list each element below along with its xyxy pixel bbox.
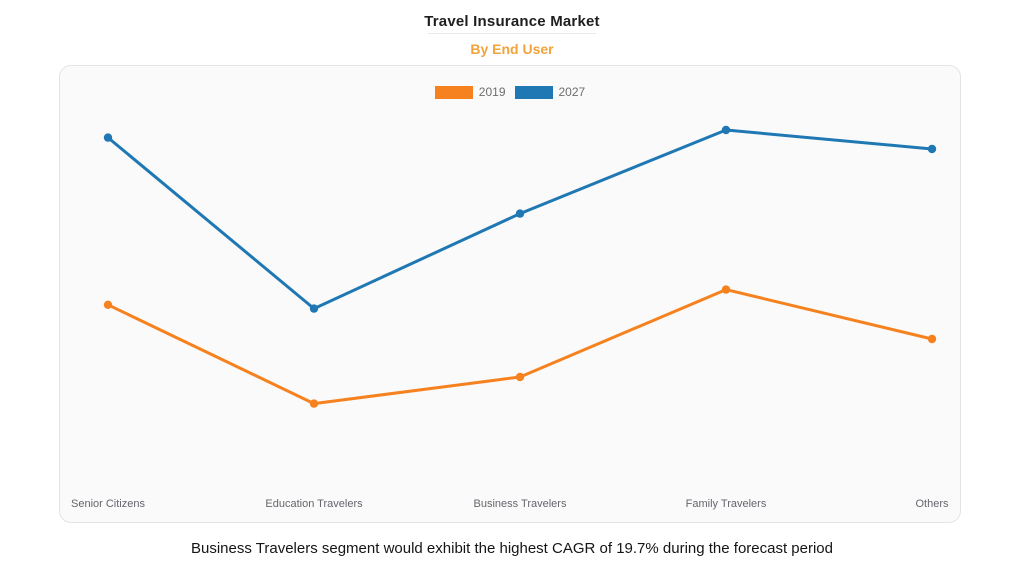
data-point-2019-Senior Citizens[interactable] bbox=[103, 300, 113, 309]
legend-label-2019: 2019 bbox=[478, 85, 506, 99]
data-point-2019-Others[interactable] bbox=[927, 334, 937, 344]
chart-caption: Business Travelers segment would exhibit… bbox=[190, 540, 833, 557]
series-line-2027 bbox=[106, 128, 934, 311]
chart-legend: 2019 2027 bbox=[60, 85, 960, 99]
data-point-2027-Education Travelers[interactable] bbox=[309, 304, 319, 313]
chart-canvas[interactable] bbox=[60, 66, 962, 524]
legend-label-2027: 2027 bbox=[558, 85, 586, 99]
legend-swatch-2019 bbox=[434, 85, 473, 99]
chart-title: Travel Insurance Market bbox=[424, 13, 600, 30]
data-point-2019-Family Travelers[interactable] bbox=[721, 285, 731, 294]
title-divider bbox=[428, 33, 596, 34]
legend-item-2019[interactable]: 2019 bbox=[434, 85, 506, 99]
data-point-2027-Others[interactable] bbox=[927, 144, 937, 154]
data-point-2019-Business Travelers[interactable] bbox=[515, 372, 525, 382]
data-point-2019-Education Travelers[interactable] bbox=[309, 399, 319, 408]
data-point-2027-Business Travelers[interactable] bbox=[515, 209, 525, 218]
chart-panel: 2019 2027 Senior Citizens Education Trave… bbox=[59, 65, 961, 523]
legend-item-2027[interactable]: 2027 bbox=[514, 85, 586, 99]
chart-subtitle: By End User bbox=[470, 41, 554, 57]
data-point-2027-Senior Citizens[interactable] bbox=[103, 133, 113, 142]
data-point-2027-Family Travelers[interactable] bbox=[721, 125, 731, 135]
series-line-2019 bbox=[106, 288, 934, 406]
legend-swatch-2027 bbox=[514, 85, 553, 99]
